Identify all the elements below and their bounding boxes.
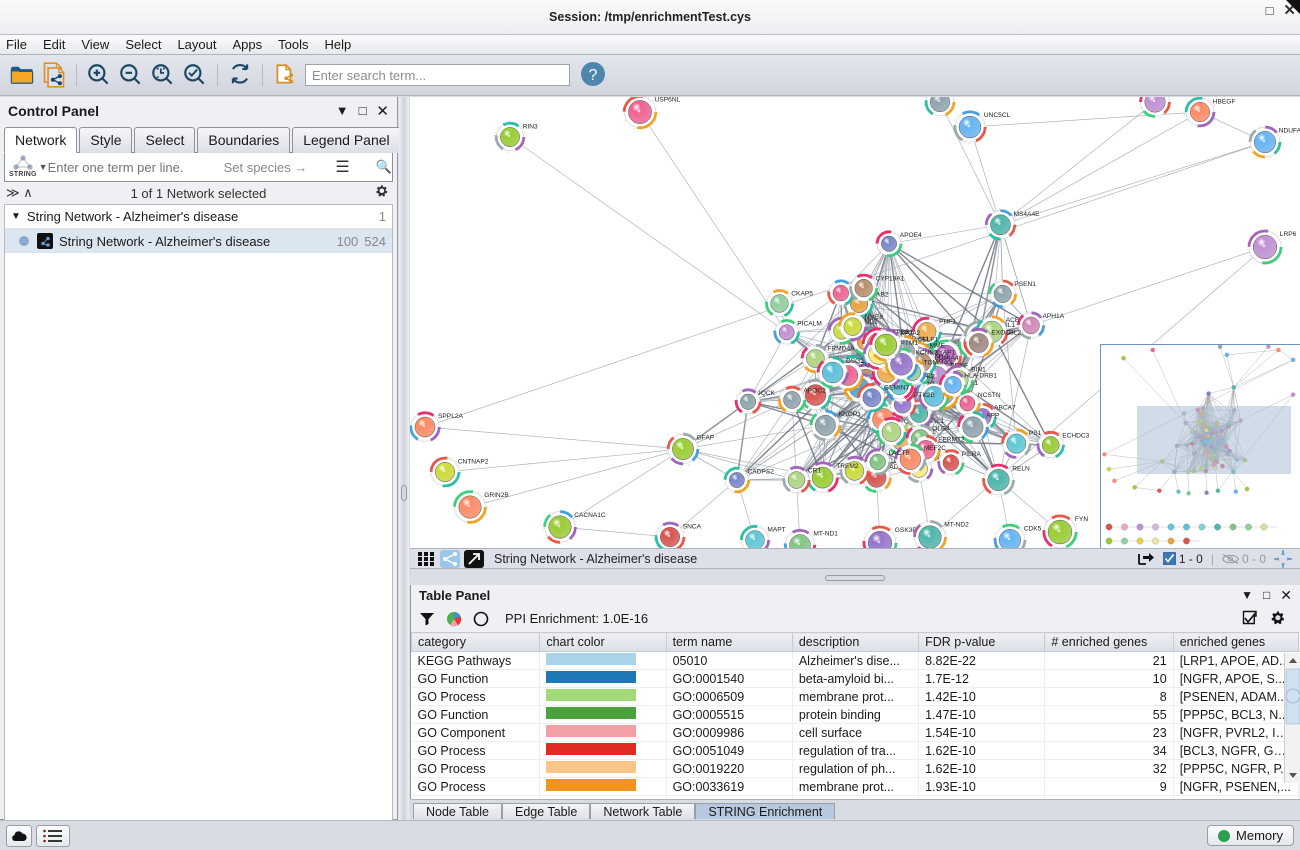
svg-text:CYP19A1: CYP19A1 [876,275,905,282]
svg-text:APH1A: APH1A [1043,313,1065,320]
svg-text:APOC2: APOC2 [803,388,826,395]
svg-text:APP: APP [986,413,1000,420]
svg-text:PICALM: PICALM [797,321,822,328]
svg-text:CADPS2: CADPS2 [748,468,775,475]
svg-text:IQCK: IQCK [759,390,776,397]
svg-text:APOE4: APOE4 [900,232,922,239]
svg-text:CELF1: CELF1 [918,337,939,344]
svg-text:PTK2B: PTK2B [914,392,935,399]
svg-text:MS4A4E: MS4A4E [1014,211,1041,218]
svg-text:TREM2: TREM2 [836,463,859,470]
svg-text:FRMD4A: FRMD4A [827,346,855,353]
svg-text:UNC5CL: UNC5CL [984,112,1011,119]
svg-text:CNTNAP2: CNTNAP2 [458,458,489,465]
svg-text:LACTB: LACTB [889,450,911,457]
svg-text:CDK5: CDK5 [1024,525,1042,532]
svg-text:GEMIN7: GEMIN7 [884,385,910,392]
svg-text:ABCA7: ABCA7 [994,405,1016,412]
svg-text:GFAP: GFAP [697,434,715,441]
svg-text:PHF1: PHF1 [939,318,956,325]
svg-text:DSG2: DSG2 [846,358,864,365]
svg-text:FERMT2: FERMT2 [938,436,965,443]
svg-text:SPPL2A: SPPL2A [438,413,464,420]
svg-text:PSEN1: PSEN1 [1014,281,1036,288]
svg-text:ACE: ACE [1006,317,1020,324]
svg-text:NDUFAF6: NDUFAF6 [1279,127,1300,134]
svg-text:GRIN2B: GRIN2B [484,492,509,499]
svg-text:SNCA: SNCA [683,523,702,530]
svg-text:LRP6: LRP6 [1280,231,1297,238]
svg-text:USP6NL: USP6NL [655,97,681,103]
svg-text:AP2A2: AP2A2 [900,330,921,337]
svg-text:CACNA1C: CACNA1C [574,512,606,519]
svg-text:FYN: FYN [1075,516,1088,523]
svg-text:EXOC3L2: EXOC3L2 [991,330,1021,337]
svg-text:PILRA: PILRA [962,451,982,458]
svg-text:ECHDC3: ECHDC3 [1062,433,1089,440]
svg-text:NCSTN: NCSTN [978,392,1001,399]
svg-text:TOMM40L: TOMM40L [924,360,955,367]
svg-text:CR1: CR1 [808,468,822,475]
svg-text:HBEGF: HBEGF [1213,98,1236,105]
svg-text:MAPT: MAPT [767,527,785,534]
svg-text:RELN: RELN [1012,465,1030,472]
svg-text:CKAP5: CKAP5 [791,291,813,298]
svg-text:RIN3: RIN3 [523,123,538,130]
svg-text:KCNN2: KCNN2 [915,349,938,356]
svg-text:KNOP1: KNOP1 [839,411,862,418]
svg-text:MT-ND1: MT-ND1 [813,531,838,538]
svg-text:MEF2C: MEF2C [924,445,947,452]
svg-text:NME8: NME8 [865,314,884,321]
svg-text:PS1: PS1 [1029,430,1042,437]
svg-text:MT-ND2: MT-ND2 [944,522,969,529]
svg-text:OLG4: OLG4 [932,426,950,433]
svg-text:HLA-DRB1: HLA-DRB1 [964,372,997,379]
svg-text:?: ? [589,67,598,84]
